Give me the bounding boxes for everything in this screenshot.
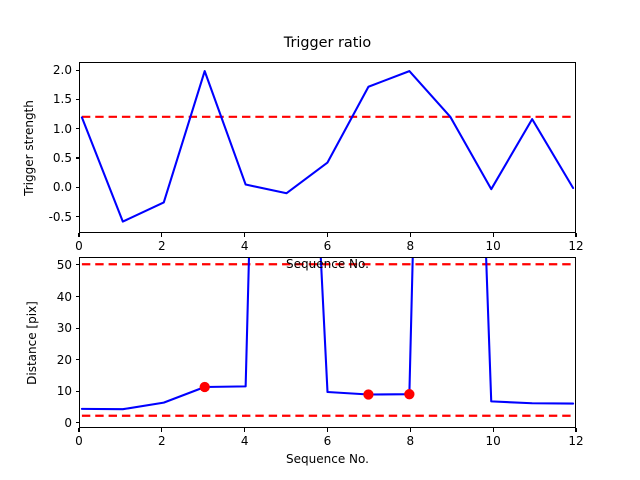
distance-xlabel: Sequence No. [286, 452, 369, 466]
trigger-ratio-ytick-mark [75, 216, 79, 218]
distance-ylabel: Distance [pix] [25, 301, 39, 385]
trigger-ratio-axes-frame [79, 62, 576, 233]
trigger-ratio-ylabel-text: Trigger strength [21, 100, 36, 196]
trigger-ratio-xtick-mark [326, 233, 329, 237]
trigger-ratio-xtick-label: 10 [485, 239, 501, 253]
trigger-ratio-ytick-mark [75, 128, 79, 130]
distance-xtick-label: 12 [568, 434, 584, 448]
trigger-ratio-xtick-label: 6 [323, 239, 332, 253]
trigger-ratio-ylabel: Trigger strength [22, 100, 36, 196]
distance-xtick-mark [575, 428, 577, 432]
distance-ytick-label: 0 [64, 415, 72, 430]
distance-xtick-mark [409, 428, 411, 432]
distance-marker-0 [199, 381, 210, 393]
distance-marker-2 [404, 389, 415, 400]
trigger-ratio-xtick-label: 12 [568, 239, 584, 253]
distance-xtick-label: 0 [75, 434, 83, 448]
distance-ytick-label: 20 [56, 352, 72, 367]
trigger-ratio-xtick-label: 4 [240, 239, 249, 253]
distance-series-0 [80, 258, 575, 411]
distance-ytick-mark [75, 264, 79, 266]
trigger-ratio-ytick-label: -0.5 [48, 209, 72, 224]
trigger-ratio-xtick-mark [78, 233, 80, 237]
distance-xtick-mark [244, 428, 246, 432]
distance-xtick-mark [326, 428, 329, 432]
distance-ytick-label: 10 [56, 384, 72, 399]
trigger-ratio-ytick-mark [75, 69, 79, 71]
trigger-ratio-xtick-label: 2 [158, 239, 166, 253]
distance-xtick-label: 10 [485, 434, 501, 448]
trigger-ratio-xtick-mark [244, 233, 246, 237]
trigger-ratio-ytick-label: 1.0 [52, 121, 72, 136]
distance-xtick-label: 8 [406, 434, 415, 448]
distance-ylabel-text: Distance [pix] [24, 301, 39, 385]
trigger-ratio-xtick-mark [575, 233, 577, 237]
distance-axes-frame [79, 257, 576, 428]
trigger-ratio-ytick-label: 1.5 [52, 92, 72, 107]
distance-ytick-mark [75, 422, 79, 424]
trigger-ratio-ytick-mark [75, 157, 79, 159]
distance-ytick-mark [75, 295, 79, 298]
trigger-ratio-xtick-mark [492, 233, 494, 237]
distance-marker-1 [363, 389, 374, 400]
trigger-ratio-xtick-mark [409, 233, 411, 237]
distance-ytick-label: 50 [56, 257, 72, 272]
trigger-ratio-series-0 [80, 70, 575, 223]
distance-ytick-mark [75, 359, 79, 361]
trigger-ratio-ytick-mark [75, 186, 79, 188]
distance-ytick-mark [75, 390, 79, 392]
trigger-ratio-ytick-mark [75, 98, 79, 101]
distance-xtick-mark [78, 428, 80, 432]
distance-ytick-mark [75, 327, 79, 329]
trigger-ratio-ytick-label: 2.0 [52, 63, 72, 78]
distance-xtick-mark [492, 428, 494, 432]
trigger-ratio-xtick-label: 0 [75, 239, 83, 253]
figure-title: Trigger ratio [283, 35, 372, 51]
trigger-ratio-xtick-label: 8 [406, 239, 415, 253]
distance-plot-area [80, 258, 575, 417]
trigger-ratio-xlabel: Sequence No. [286, 257, 369, 271]
distance-xtick-label: 2 [158, 434, 166, 448]
trigger-ratio-plot-area [80, 70, 575, 223]
distance-xtick-label: 6 [323, 434, 332, 448]
trigger-ratio-ytick-label: 0.5 [52, 151, 72, 166]
trigger-ratio-xtick-mark [161, 233, 163, 237]
trigger-ratio-ytick-label: 0.0 [52, 180, 72, 195]
distance-ytick-label: 30 [56, 321, 72, 336]
distance-xtick-label: 4 [240, 434, 249, 448]
distance-xtick-mark [161, 428, 163, 432]
distance-ytick-label: 40 [56, 289, 72, 304]
